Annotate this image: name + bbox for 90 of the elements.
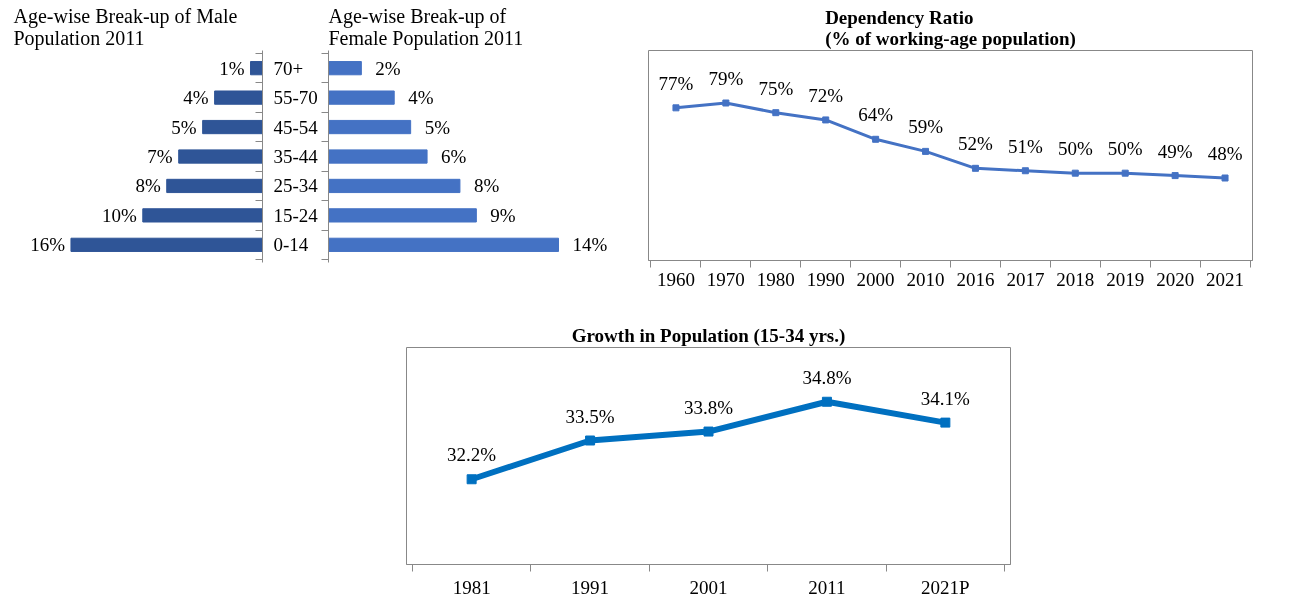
data-label: 5% bbox=[171, 116, 197, 138]
data-label: 4% bbox=[183, 87, 209, 109]
bar bbox=[202, 119, 263, 135]
point bbox=[672, 104, 680, 112]
data-label: 33.5% bbox=[565, 405, 615, 427]
x-tick-label: 1970 bbox=[706, 268, 745, 290]
data-label: 79% bbox=[708, 68, 744, 89]
point bbox=[1021, 167, 1029, 175]
bar bbox=[166, 178, 263, 194]
x-tick-label: 2000 bbox=[856, 268, 895, 290]
data-label: 1% bbox=[219, 57, 245, 79]
data-label: 51% bbox=[1007, 135, 1043, 157]
point bbox=[585, 435, 596, 446]
point bbox=[971, 164, 979, 172]
point bbox=[722, 99, 730, 107]
bar bbox=[328, 208, 477, 223]
x-tick-label: 2001 bbox=[689, 576, 728, 598]
data-label: 49% bbox=[1157, 140, 1193, 162]
x-tick-label: 1960 bbox=[656, 268, 695, 290]
data-label: 72% bbox=[808, 84, 844, 106]
point bbox=[772, 109, 780, 117]
bar bbox=[328, 61, 362, 76]
x-tick-label: 1991 bbox=[571, 576, 610, 598]
bar bbox=[328, 90, 395, 105]
chart-title: Growth in Population (15-34 yrs.) bbox=[571, 324, 846, 347]
bar bbox=[328, 178, 461, 194]
bar bbox=[178, 149, 263, 164]
x-tick-label: 2011 bbox=[808, 576, 846, 598]
x-tick-label: 2021 bbox=[1206, 268, 1245, 290]
point bbox=[872, 135, 880, 143]
y-tick-label: 70+ bbox=[273, 57, 304, 79]
point bbox=[1221, 174, 1229, 182]
point bbox=[940, 417, 951, 428]
x-tick-label: 2018 bbox=[1056, 268, 1095, 290]
point bbox=[1071, 169, 1079, 177]
data-label: 50% bbox=[1057, 138, 1093, 160]
y-tick-label: 15-24 bbox=[273, 204, 319, 226]
chart-title: Dependency Ratio (% of working-age population) bbox=[825, 6, 1076, 50]
chart-title: Age-wise Break-up of Female Population 2011 bbox=[328, 4, 524, 50]
data-label: 2% bbox=[375, 57, 401, 79]
bar bbox=[328, 237, 559, 252]
data-label: 14% bbox=[572, 234, 608, 256]
data-label: 75% bbox=[758, 77, 794, 99]
x-tick-label: 2010 bbox=[906, 268, 945, 290]
data-label: 8% bbox=[135, 175, 161, 197]
point bbox=[821, 396, 832, 407]
data-label: 52% bbox=[958, 133, 994, 155]
data-label: 34.1% bbox=[920, 387, 971, 409]
data-label: 5% bbox=[424, 116, 451, 138]
x-tick-label: 2021P bbox=[921, 576, 970, 598]
x-tick-label: 1980 bbox=[756, 268, 795, 290]
y-tick-label: 35-44 bbox=[273, 146, 319, 167]
point bbox=[466, 474, 477, 485]
x-tick-label: 1990 bbox=[806, 268, 845, 290]
point bbox=[822, 116, 830, 124]
point bbox=[922, 147, 930, 155]
y-tick-label: 25-34 bbox=[273, 175, 319, 197]
data-label: 9% bbox=[490, 204, 516, 226]
y-tick-label: 45-54 bbox=[273, 116, 319, 138]
bar bbox=[142, 208, 263, 223]
bar bbox=[250, 61, 263, 76]
data-label: 64% bbox=[858, 104, 894, 126]
point bbox=[1121, 169, 1129, 177]
bar bbox=[328, 119, 412, 135]
data-label: 48% bbox=[1207, 143, 1243, 164]
data-label: 6% bbox=[441, 146, 467, 167]
data-label: 10% bbox=[101, 204, 137, 226]
bar bbox=[70, 237, 263, 252]
point bbox=[1171, 172, 1179, 180]
bar bbox=[328, 149, 428, 164]
x-tick-label: 2020 bbox=[1156, 268, 1195, 290]
x-tick-label: 2019 bbox=[1106, 268, 1145, 290]
data-label: 34.8% bbox=[802, 366, 852, 388]
data-label: 50% bbox=[1107, 138, 1143, 160]
y-tick-label: 0-14 bbox=[273, 234, 309, 256]
data-label: 33.8% bbox=[683, 396, 734, 418]
data-label: 4% bbox=[408, 87, 434, 109]
chart-title: Age-wise Break-up of Male Population 2011 bbox=[13, 4, 238, 50]
point bbox=[703, 426, 714, 437]
data-label: 7% bbox=[147, 146, 173, 167]
x-tick-label: 2017 bbox=[1006, 268, 1045, 290]
data-label: 59% bbox=[908, 116, 944, 138]
x-tick-label: 2016 bbox=[956, 268, 995, 290]
data-label: 77% bbox=[658, 72, 694, 94]
x-tick-label: 1981 bbox=[452, 576, 491, 598]
data-label: 32.2% bbox=[447, 444, 497, 466]
data-label: 16% bbox=[30, 234, 66, 256]
bar bbox=[214, 90, 263, 105]
y-tick-label: 55-70 bbox=[273, 87, 318, 109]
data-label: 8% bbox=[473, 175, 500, 197]
